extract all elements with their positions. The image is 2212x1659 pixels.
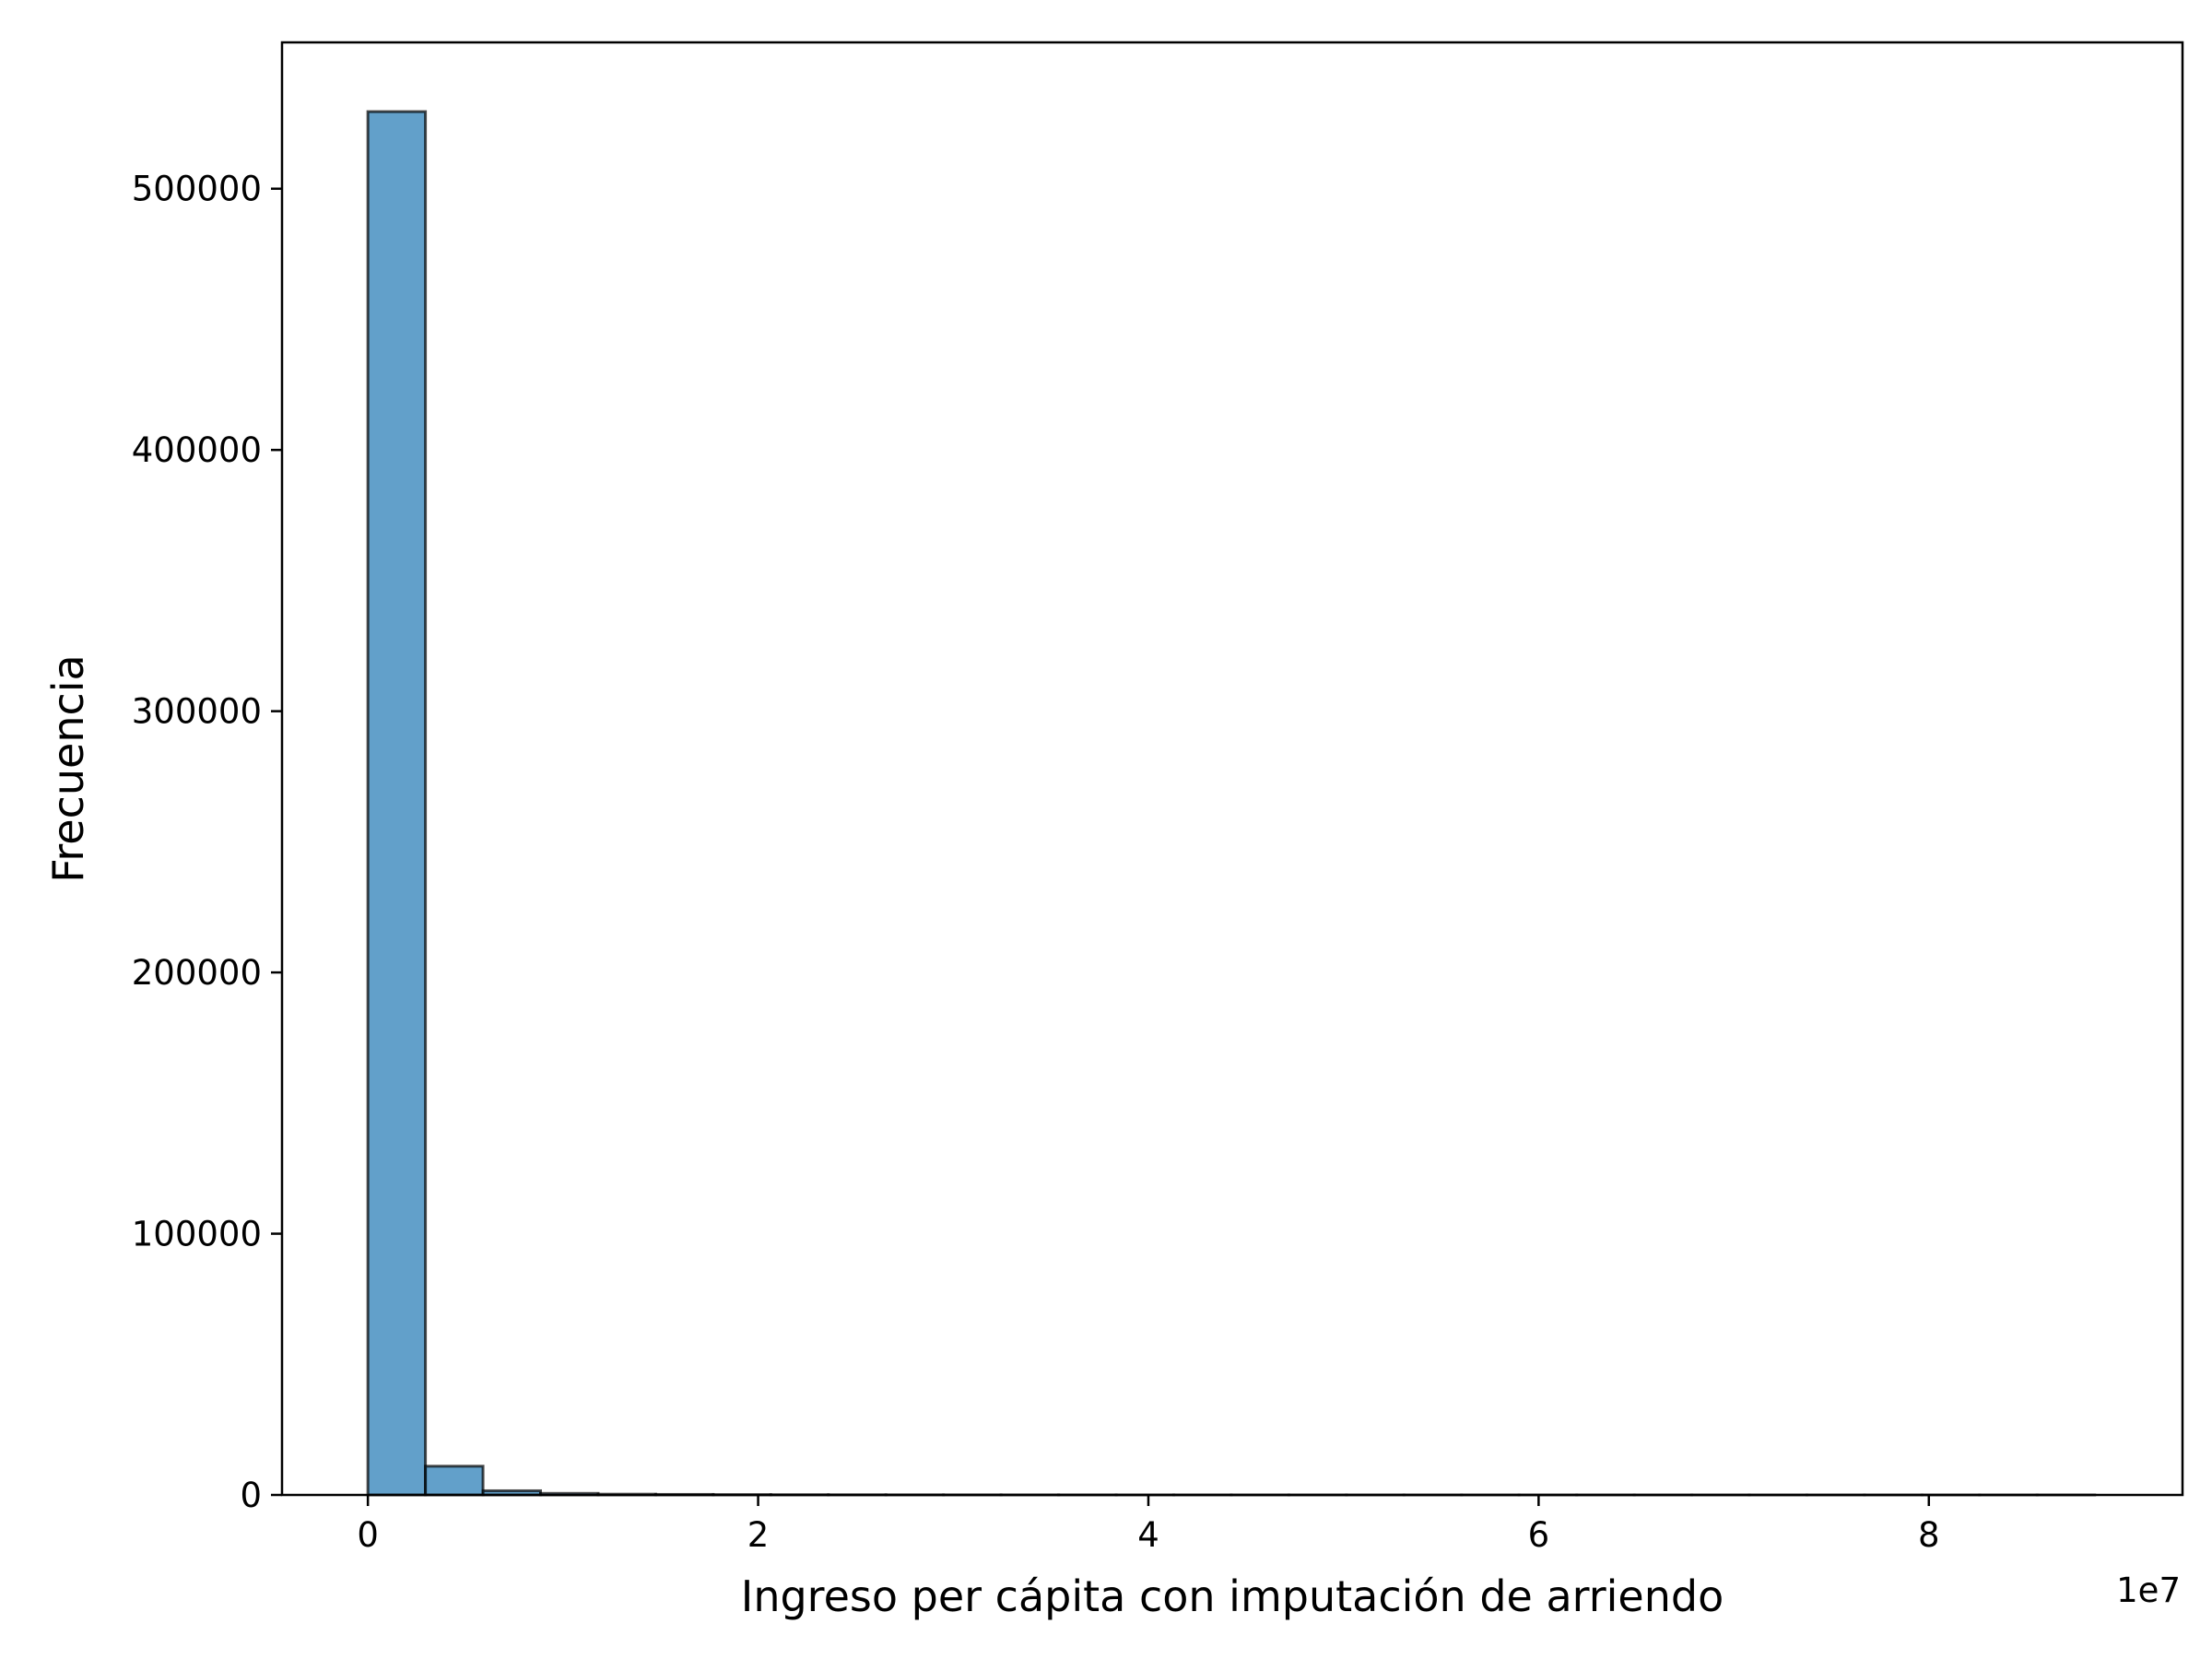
x-tick-label: 2 <box>747 1515 770 1555</box>
y-axis-ticks: 0 100000 200000 300000 400000 500000 <box>132 170 282 1515</box>
y-tick-label: 100000 <box>132 1215 262 1254</box>
x-tick-label: 4 <box>1137 1515 1159 1555</box>
histogram-bar <box>366 110 428 1497</box>
y-tick-label: 200000 <box>132 953 262 993</box>
x-axis-ticks: 0 2 4 6 8 <box>357 1495 1940 1555</box>
y-tick-label: 500000 <box>132 170 262 209</box>
y-axis-label: Frecuencia <box>43 654 93 882</box>
x-tick-label: 6 <box>1528 1515 1550 1555</box>
plot-frame <box>280 41 2184 1497</box>
x-axis-offset-label: 1e7 <box>2116 1571 2181 1610</box>
histogram-bar <box>424 1465 485 1497</box>
x-tick-label: 8 <box>1918 1515 1940 1555</box>
x-axis-label: Ingreso per cápita con imputación de arr… <box>741 1571 1724 1621</box>
y-tick-label: 400000 <box>132 430 262 470</box>
x-tick-label: 0 <box>357 1515 379 1555</box>
y-tick-label: 0 <box>240 1476 262 1515</box>
y-tick-label: 300000 <box>132 692 262 732</box>
